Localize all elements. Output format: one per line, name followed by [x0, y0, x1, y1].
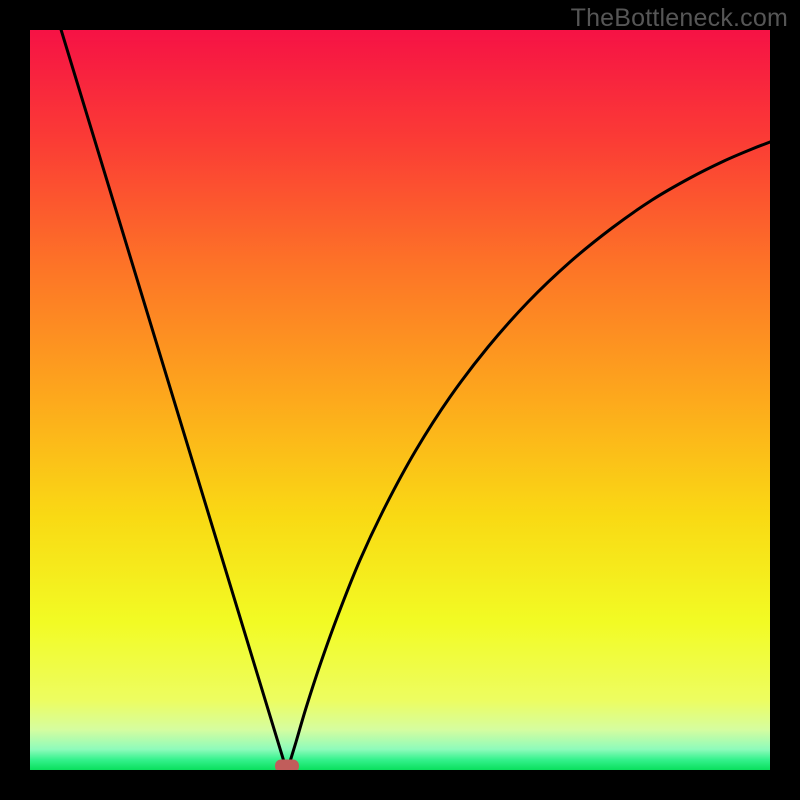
chart-frame: TheBottleneck.com	[0, 0, 800, 800]
gradient-background	[30, 30, 770, 770]
watermark-text: TheBottleneck.com	[571, 4, 788, 33]
bottleneck-chart	[0, 0, 800, 800]
